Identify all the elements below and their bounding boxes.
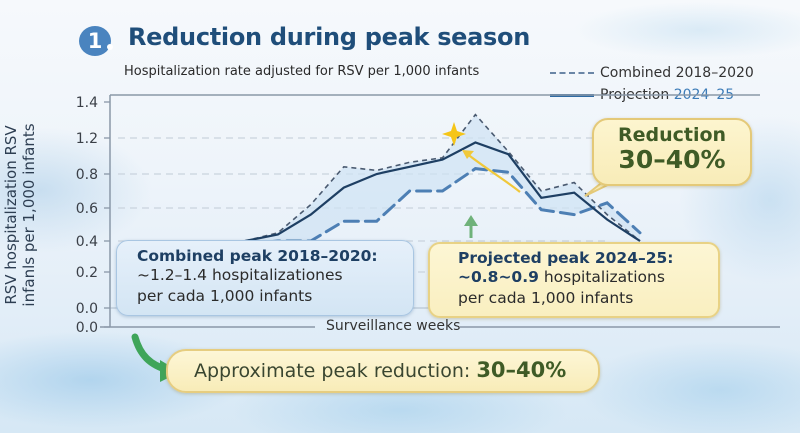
yellow-arrowhead-icon bbox=[462, 150, 474, 159]
y-tick-label: 1.2 bbox=[76, 131, 98, 147]
projected-peak-text: hospitalizations bbox=[538, 268, 665, 286]
legend-item-combined: Combined 2018–2020 bbox=[550, 62, 754, 84]
reduction-value: 30–40% bbox=[618, 145, 726, 174]
y-tick-label: 0.0 bbox=[76, 320, 98, 336]
green-arrowhead-icon bbox=[464, 215, 478, 226]
reduction-speech-bubble: Reduction 30–40% bbox=[592, 118, 752, 186]
summary-label: Approximate peak reduction: bbox=[194, 360, 477, 382]
y-tick-label: 0.0 bbox=[76, 301, 98, 317]
series-line-combined-upper bbox=[244, 113, 641, 242]
series-line-projection bbox=[244, 141, 641, 243]
chart-legend: Combined 2018–2020 Projection 2024–25 bbox=[550, 62, 754, 106]
reduction-label: Reduction bbox=[617, 124, 727, 146]
projected-peak-unit: per cada 1,000 infants bbox=[458, 289, 634, 307]
summary-value: 30–40% bbox=[476, 358, 567, 382]
y-tick-label: 0.8 bbox=[76, 167, 98, 183]
page-title: Reduction during peak season bbox=[128, 23, 531, 51]
projected-peak-callout: Projected peak 2024–25: ~0.8~0.9 hospita… bbox=[428, 242, 720, 318]
y-tick-label: 0.2 bbox=[76, 265, 98, 281]
projected-peak-value: ~0.8~0.9 bbox=[458, 268, 539, 286]
axes bbox=[100, 94, 780, 328]
combined-peak-unit: per cada 1,000 infants bbox=[137, 287, 313, 305]
summary-pill: Approximate peak reduction: 30–40% bbox=[166, 349, 600, 393]
y-tick-label: 1.4 bbox=[76, 95, 98, 111]
chart-subtitle: Hospitalization rate adjusted for RSV pe… bbox=[124, 64, 480, 79]
step-number-badge: 1 bbox=[79, 26, 113, 56]
combined-peak-range: ~1.2–1.4 hospitalizationes bbox=[137, 266, 343, 284]
y-tick-label: 0.6 bbox=[76, 201, 98, 217]
projected-peak-heading: Projected peak 2024–25: bbox=[458, 249, 674, 267]
combined-peak-callout: Combined peak 2018–2020: ~1.2–1.4 hospit… bbox=[116, 240, 414, 316]
dashed-line-swatch bbox=[550, 72, 594, 74]
x-axis-label: Surveillance weeks bbox=[326, 318, 461, 334]
y-ticks: 1.4 1.2 0.8 0.6 0.4 0.2 0.0 0.0 bbox=[76, 95, 110, 336]
y-tick-label: 0.4 bbox=[76, 234, 98, 250]
sparkle-star-icon bbox=[442, 122, 466, 146]
combined-peak-heading: Combined peak 2018–2020: bbox=[137, 247, 378, 265]
combined-range-band bbox=[245, 114, 640, 245]
legend-label-combined: Combined 2018–2020 bbox=[600, 65, 754, 81]
yellow-arrow-icon bbox=[465, 152, 521, 193]
